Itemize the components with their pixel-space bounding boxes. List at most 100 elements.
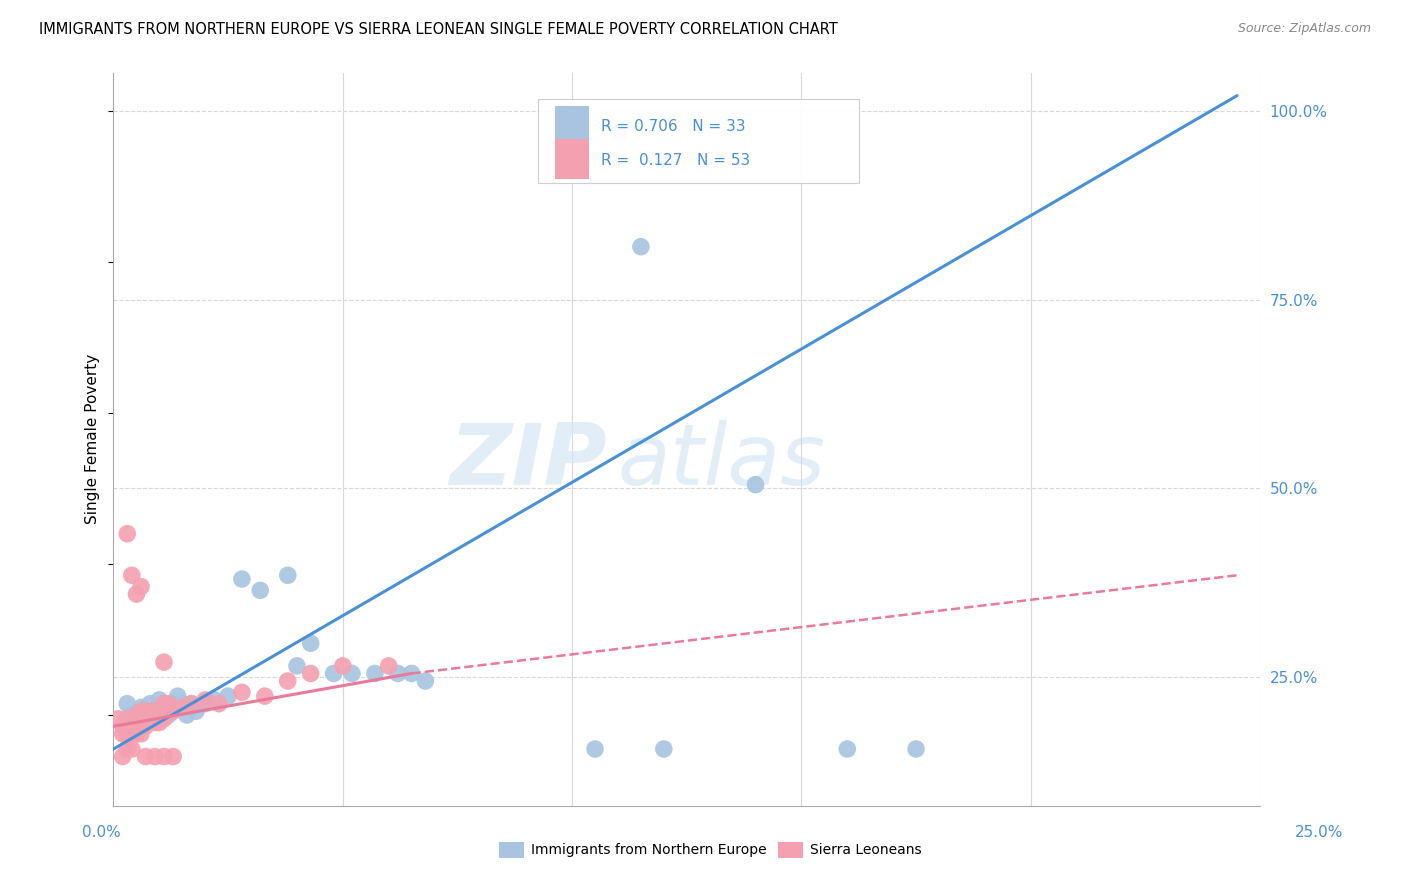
Point <box>231 572 253 586</box>
Point <box>139 697 162 711</box>
Point <box>153 697 176 711</box>
Point <box>129 700 152 714</box>
Point <box>111 727 134 741</box>
Point <box>129 712 152 726</box>
Text: R = 0.706   N = 33: R = 0.706 N = 33 <box>600 119 745 134</box>
Point <box>135 719 157 733</box>
Point <box>176 708 198 723</box>
Point <box>117 526 139 541</box>
Point <box>107 712 129 726</box>
Point <box>630 240 652 254</box>
Text: 25.0%: 25.0% <box>1295 825 1343 840</box>
Point <box>148 693 170 707</box>
Point <box>607 127 630 141</box>
Point <box>180 697 202 711</box>
Point <box>837 742 859 756</box>
Point <box>121 708 143 723</box>
Point <box>153 697 176 711</box>
Point <box>121 568 143 582</box>
Point <box>148 715 170 730</box>
Point <box>744 477 766 491</box>
Bar <box>555 106 589 146</box>
Text: Immigrants from Northern Europe: Immigrants from Northern Europe <box>531 843 768 857</box>
Point <box>166 689 188 703</box>
Point <box>125 719 148 733</box>
Text: Sierra Leoneans: Sierra Leoneans <box>810 843 921 857</box>
Point <box>387 666 409 681</box>
Point <box>117 727 139 741</box>
Point <box>111 749 134 764</box>
Point <box>299 636 322 650</box>
Point <box>129 704 152 718</box>
Point <box>125 587 148 601</box>
Point <box>202 693 225 707</box>
Point <box>143 715 166 730</box>
Point <box>583 742 606 756</box>
Point <box>299 666 322 681</box>
Point <box>135 712 157 726</box>
Point <box>121 742 143 756</box>
Point <box>135 749 157 764</box>
Point <box>125 712 148 726</box>
Point <box>194 697 217 711</box>
Point <box>135 704 157 718</box>
Point <box>277 673 299 688</box>
Point <box>139 712 162 726</box>
Point <box>125 727 148 741</box>
Point <box>143 704 166 718</box>
Point <box>208 697 231 711</box>
Point <box>162 697 184 711</box>
Text: Source: ZipAtlas.com: Source: ZipAtlas.com <box>1237 22 1371 36</box>
Point <box>172 700 194 714</box>
Point <box>121 715 143 730</box>
Point <box>121 719 143 733</box>
Point <box>401 666 423 681</box>
Point <box>322 666 344 681</box>
Point <box>340 666 363 681</box>
Point <box>117 697 139 711</box>
Point <box>231 685 253 699</box>
Point <box>153 655 176 669</box>
Point <box>153 712 176 726</box>
FancyBboxPatch shape <box>537 99 859 183</box>
Point <box>139 704 162 718</box>
Point <box>157 708 180 723</box>
Point <box>125 712 148 726</box>
Point <box>129 727 152 741</box>
Point <box>117 723 139 738</box>
Point <box>194 693 217 707</box>
Text: R =  0.127   N = 53: R = 0.127 N = 53 <box>600 153 749 169</box>
Point <box>153 749 176 764</box>
Point <box>129 580 152 594</box>
Point <box>253 689 276 703</box>
Point <box>415 673 437 688</box>
Point <box>184 704 207 718</box>
Y-axis label: Single Female Poverty: Single Female Poverty <box>86 354 100 524</box>
Point <box>157 697 180 711</box>
Point <box>180 697 202 711</box>
Point <box>364 666 387 681</box>
Point <box>652 742 675 756</box>
Point <box>135 704 157 718</box>
Point <box>285 659 308 673</box>
Point <box>905 742 928 756</box>
Point <box>117 712 139 726</box>
Text: 0.0%: 0.0% <box>82 825 121 840</box>
Text: atlas: atlas <box>619 420 825 503</box>
Point <box>277 568 299 582</box>
Point <box>143 708 166 723</box>
Bar <box>555 139 589 179</box>
Point <box>117 742 139 756</box>
Point <box>121 727 143 741</box>
Point <box>143 749 166 764</box>
Text: IMMIGRANTS FROM NORTHERN EUROPE VS SIERRA LEONEAN SINGLE FEMALE POVERTY CORRELAT: IMMIGRANTS FROM NORTHERN EUROPE VS SIERR… <box>39 22 838 37</box>
Point <box>217 689 239 703</box>
Point <box>148 704 170 718</box>
Point <box>125 708 148 723</box>
Point <box>377 659 399 673</box>
Point <box>111 719 134 733</box>
Text: ZIP: ZIP <box>449 420 606 503</box>
Point <box>162 749 184 764</box>
Point <box>117 719 139 733</box>
Point <box>129 719 152 733</box>
